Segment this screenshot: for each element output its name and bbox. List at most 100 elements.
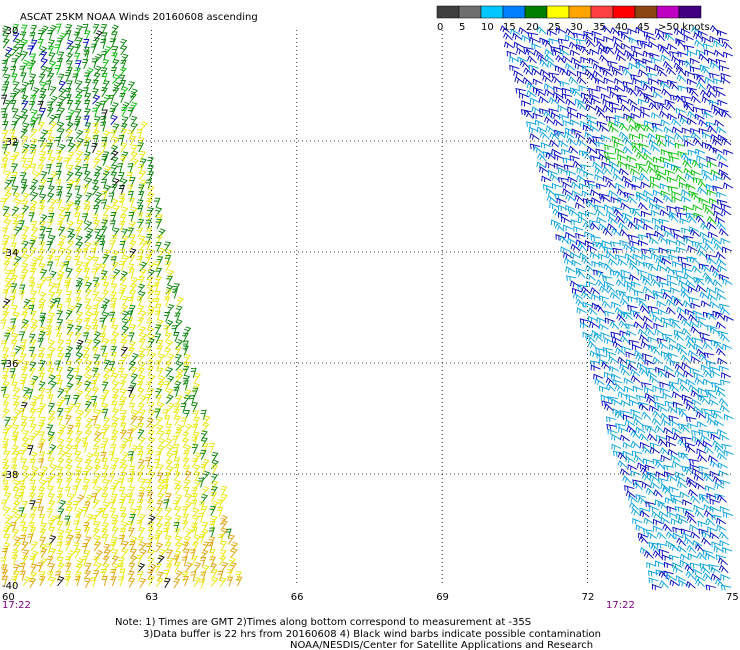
- wind-barb: [67, 424, 74, 435]
- wind-barb: [91, 58, 98, 69]
- wind-barb: [643, 223, 654, 230]
- wind-barb: [138, 464, 146, 475]
- wind-barb: [64, 407, 71, 418]
- wind-barb: [671, 196, 682, 203]
- wind-barb: [601, 361, 612, 370]
- wind-barb: [174, 319, 183, 329]
- wind-barb: [21, 311, 29, 322]
- wind-barb: [627, 195, 638, 204]
- wind-barb: [658, 570, 669, 580]
- wind-barb: [121, 310, 130, 321]
- wind-barb: [655, 169, 666, 177]
- wind-barb: [65, 87, 72, 98]
- wind-barb: [74, 450, 82, 461]
- wind-barb: [671, 427, 682, 435]
- wind-barb: [40, 58, 49, 69]
- wind-barb: [548, 108, 559, 115]
- wind-barb: [109, 38, 117, 49]
- wind-barb: [227, 534, 235, 545]
- wind-barb: [531, 43, 542, 50]
- wind-barb: [19, 562, 26, 573]
- wind-barb: [2, 247, 9, 259]
- wind-barb: [47, 367, 55, 378]
- wind-barb: [13, 114, 22, 125]
- wind-barb: [112, 514, 119, 525]
- wind-barb: [156, 339, 164, 350]
- wind-barb: [20, 247, 28, 258]
- wind-barb: [57, 556, 64, 567]
- wind-barb: [94, 263, 102, 274]
- wind-barb: [156, 214, 163, 225]
- wind-barb: [717, 452, 727, 461]
- wind-barb: [120, 59, 127, 70]
- wind-barb: [29, 323, 38, 334]
- wind-barb: [651, 417, 662, 427]
- wind-barb: [661, 257, 672, 265]
- wind-barb: [683, 135, 694, 141]
- wind-barb: [649, 404, 660, 412]
- wind-barb: [100, 395, 107, 406]
- wind-barb: [66, 183, 73, 194]
- wind-barb: [66, 164, 74, 175]
- wind-barb: [606, 284, 617, 294]
- wind-barb: [76, 339, 84, 350]
- wind-barb: [690, 495, 700, 504]
- wind-barb: [631, 208, 642, 217]
- wind-barb: [680, 424, 690, 433]
- wind-barb: [84, 288, 92, 299]
- wind-barb: [147, 157, 154, 168]
- wind-barb: [638, 433, 649, 442]
- wind-barb: [45, 163, 52, 175]
- wind-barb: [717, 357, 728, 365]
- wind-barb: [627, 221, 638, 229]
- wind-barb: [528, 126, 539, 134]
- wind-barb: [164, 347, 172, 358]
- lat-tick-label: -36: [2, 359, 18, 370]
- wind-barb: [612, 68, 623, 76]
- wind-barb: [513, 41, 524, 49]
- wind-barb: [28, 212, 35, 223]
- wind-barb: [670, 320, 681, 329]
- wind-barb: [220, 561, 229, 572]
- wind-barb: [619, 65, 630, 72]
- wind-barb: [127, 456, 134, 467]
- wind-barb: [566, 69, 577, 77]
- wind-barb: [45, 80, 52, 91]
- wind-barb: [94, 165, 103, 176]
- wind-barb: [47, 72, 55, 83]
- wind-barb: [103, 543, 111, 554]
- wind-barb: [217, 570, 224, 581]
- wind-barb: [38, 241, 46, 252]
- wind-barb: [191, 507, 200, 518]
- legend-label: >50 knots: [658, 22, 710, 33]
- wind-barb: [619, 239, 630, 247]
- wind-barb: [576, 167, 587, 174]
- wind-barb: [93, 220, 101, 231]
- wind-barb: [65, 115, 72, 126]
- wind-barb: [570, 57, 582, 64]
- wind-barb: [154, 562, 162, 573]
- wind-barb: [703, 43, 714, 50]
- wind-barb: [605, 383, 616, 392]
- wind-barb: [694, 509, 705, 518]
- wind-barb: [164, 541, 172, 552]
- wind-barb: [174, 535, 183, 546]
- wind-barb: [623, 414, 634, 421]
- wind-barb: [21, 100, 29, 111]
- wind-barb: [20, 128, 28, 139]
- wind-barb: [658, 510, 669, 518]
- wind-barb: [509, 55, 520, 63]
- wind-barb: [632, 518, 643, 525]
- wind-barb: [201, 437, 208, 448]
- wind-barb: [706, 256, 717, 265]
- wind-barb: [647, 72, 658, 79]
- wind-barb: [211, 473, 218, 484]
- wind-barb: [626, 425, 637, 433]
- wind-barb: [619, 335, 630, 344]
- wind-barb: [607, 60, 618, 67]
- wind-barb: [74, 576, 81, 587]
- wind-barb: [65, 464, 73, 475]
- wind-barb: [584, 231, 595, 238]
- wind-barb: [589, 222, 600, 231]
- wind-barb: [723, 414, 734, 421]
